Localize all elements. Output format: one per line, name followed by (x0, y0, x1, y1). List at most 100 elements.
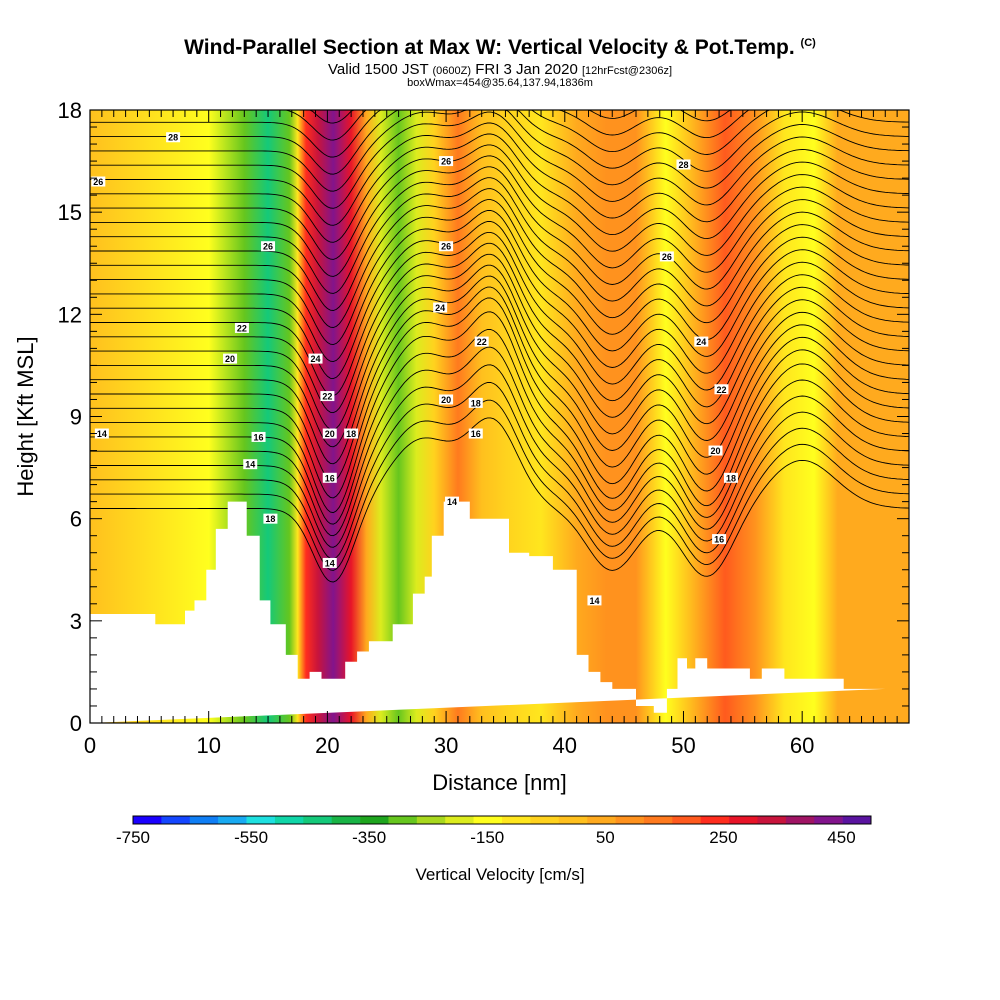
contour-label: 16 (322, 472, 337, 483)
contour-label: 20 (322, 428, 337, 439)
contour-label-text: 20 (711, 446, 721, 456)
colorbar-swatch (274, 816, 304, 824)
box-info: boxWmax=454@35.64,137.94,1836m (407, 77, 593, 89)
colorbar-tick-label: -350 (352, 828, 386, 847)
colorbar: -750 -550 -350 -150 50 250 450 Vertical Velocit… (116, 815, 872, 884)
x-tick-label: 40 (553, 733, 577, 758)
pot-temp-contour (90, 231, 910, 397)
contour-label-text: 16 (325, 473, 335, 483)
colorbar-swatch (729, 816, 758, 824)
colorbar-swatch (331, 816, 361, 824)
colorbar-swatch (218, 816, 247, 824)
colorbar-swatch (246, 816, 276, 824)
pot-temp-contour (90, 144, 910, 260)
contour-label: 14 (94, 428, 109, 439)
contour-label-text: 18 (265, 514, 275, 524)
colorbar-swatch (445, 816, 474, 824)
chart-title-text: Wind-Parallel Section at Max W: Vertical… (184, 36, 795, 59)
pot-temp-contour (90, 122, 910, 226)
axis-ticks (89, 109, 910, 724)
colorbar-label: Vertical Velocity [cm/s] (415, 865, 584, 884)
pot-temp-contour (90, 155, 910, 277)
x-tick-label: 60 (790, 733, 814, 758)
pot-temp-contour (90, 188, 909, 328)
colorbar-swatch (700, 816, 730, 824)
contour-label-text: 18 (346, 429, 356, 439)
contour-label: 20 (223, 353, 238, 364)
contour-label: 22 (474, 336, 489, 347)
pot-temp-contour (90, 275, 910, 465)
pot-temp-contour (90, 364, 910, 548)
contour-label-text: 26 (441, 157, 451, 167)
colorbar-tick-label: 50 (596, 828, 615, 847)
colorbar-swatch (615, 816, 645, 824)
forecast-info: [12hrFcst@2306z] (581, 65, 672, 77)
colorbar-swatch (842, 816, 872, 824)
pot-temp-contour (90, 286, 910, 482)
colorbar-swatch (785, 816, 815, 824)
colorbar-swatch (133, 816, 162, 824)
contour-label: 26 (439, 156, 454, 167)
contour-label-text: 26 (93, 177, 103, 187)
colorbar-swatch (388, 816, 418, 824)
contour-label-text: 14 (325, 558, 335, 568)
contour-label-text: 22 (716, 385, 726, 395)
contour-label: 26 (659, 251, 674, 262)
x-tick-label: 0 (84, 733, 96, 758)
contour-label-text: 14 (97, 429, 107, 439)
valid-time-subtitle: Valid 1500 JST (0600Z) FRI 3 Jan 2020 [1… (0, 61, 1000, 78)
contour-label: 28 (676, 159, 691, 170)
colorbar-swatch (189, 816, 219, 824)
valid-date: FRI 3 Jan 2020 (475, 61, 578, 78)
contour-label: 26 (91, 176, 106, 187)
pot-temp-contour (90, 221, 910, 380)
contour-label-text: 28 (678, 160, 688, 170)
contour-label-text: 18 (726, 473, 736, 483)
pot-temp-contour (90, 242, 910, 414)
contour-labels: 28 26 26 22 20 14 16 14 18 24 22 20 18 16 14 26 26 24 22 20… (91, 132, 738, 606)
contour-label-text: 22 (322, 392, 332, 402)
contour-label-text: 22 (477, 337, 487, 347)
contour-label: 14 (587, 595, 602, 606)
colorbar-swatch (530, 816, 560, 824)
y-tick-label: 0 (70, 711, 82, 736)
contour-label: 18 (723, 472, 738, 483)
pot-temp-contour (90, 417, 910, 583)
contour-label-text: 14 (447, 497, 457, 507)
contour-label-text: 24 (696, 337, 706, 347)
x-tick-label: 50 (671, 733, 695, 758)
pot-temp-contour (90, 210, 910, 363)
pot-temp-contour (90, 311, 910, 514)
contour-label-text: 14 (589, 596, 599, 606)
contour-label: 26 (261, 241, 276, 252)
colorbar-swatch (502, 816, 531, 824)
contour-label: 14 (322, 557, 337, 568)
pot-temp-contour (90, 399, 910, 571)
contour-label: 28 (166, 132, 181, 143)
pot-temp-contour (90, 329, 910, 525)
contour-label-text: 22 (237, 323, 247, 333)
chart-title: Wind-Parallel Section at Max W: Vertical… (0, 36, 1000, 60)
contour-label-text: 16 (254, 432, 264, 442)
contour-label-text: 28 (168, 133, 178, 143)
colorbar-swatch (416, 816, 446, 824)
contour-label-text: 18 (471, 398, 481, 408)
contour-label-text: 26 (662, 252, 672, 262)
valid-utc: (0600Z) (432, 65, 472, 77)
colorbar-tick-label: -150 (470, 828, 504, 847)
contour-label: 18 (344, 428, 359, 439)
colorbar-swatch (360, 816, 389, 824)
pot-temp-contour (90, 166, 910, 294)
contour-label-text: 16 (714, 535, 724, 545)
contour-label: 22 (714, 384, 729, 395)
colorbar-swatch (303, 816, 332, 824)
contour-label: 14 (445, 496, 460, 507)
x-tick-label: 30 (434, 733, 458, 758)
contour-label: 24 (694, 336, 709, 347)
contour-label-text: 20 (325, 429, 335, 439)
colorbar-tick-label: -550 (234, 828, 268, 847)
contour-label-text: 20 (225, 354, 235, 364)
colorbar-swatch (757, 816, 787, 824)
colorbar-swatch (161, 816, 191, 824)
y-tick-label: 15 (58, 200, 82, 225)
